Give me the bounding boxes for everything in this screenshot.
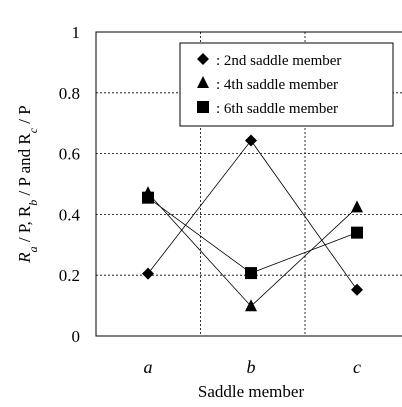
series-line xyxy=(147,192,358,307)
data-point-diamond xyxy=(142,267,154,280)
legend-label: : 2nd saddle member xyxy=(216,53,341,69)
data-point-triangle xyxy=(245,299,257,312)
x-tick-labels: a b c xyxy=(144,357,362,377)
y-tick-label: 1 xyxy=(72,23,81,42)
legend: : 2nd saddle member : 4th saddle member : … xyxy=(179,42,394,127)
data-point-square xyxy=(245,267,257,280)
legend-label: : 6th saddle member xyxy=(216,101,338,117)
legend-item: : 4th saddle member xyxy=(197,76,338,93)
legend-marker-triangle xyxy=(197,76,209,88)
y-tick-label: 0.8 xyxy=(59,84,80,103)
y-tick-label: 0.6 xyxy=(59,145,80,164)
x-tick-label: b xyxy=(247,357,256,377)
legend-label: : 4th saddle member xyxy=(216,77,338,93)
x-tick-label: a xyxy=(144,357,153,377)
x-tick-label: c xyxy=(353,357,361,377)
legend-box xyxy=(179,42,394,127)
x-axis-label: Saddle member xyxy=(198,382,305,401)
plot-area-frame xyxy=(95,31,402,337)
series-3 xyxy=(142,191,363,280)
data-point-diamond xyxy=(245,134,257,147)
data-point-triangle xyxy=(351,200,363,213)
series-line xyxy=(147,197,358,274)
series-2 xyxy=(142,186,363,312)
data-point-square xyxy=(142,191,154,204)
y-axis-label: Ra / P, Rb / P and Rc / P xyxy=(15,105,40,263)
data-point-square xyxy=(351,226,363,239)
legend-marker-square xyxy=(197,101,209,113)
y-tick-label: 0 xyxy=(72,327,81,346)
data-point-diamond xyxy=(351,283,363,296)
legend-item: : 6th saddle member xyxy=(197,101,338,117)
y-tick-labels: 0 0.2 0.4 0.6 0.8 1 xyxy=(59,23,81,346)
y-tick-label: 0.2 xyxy=(59,266,80,285)
y-tick-label: 0.4 xyxy=(59,205,81,224)
series-group xyxy=(142,134,363,312)
legend-item: : 2nd saddle member xyxy=(197,53,341,69)
legend-marker-diamond xyxy=(197,53,209,65)
